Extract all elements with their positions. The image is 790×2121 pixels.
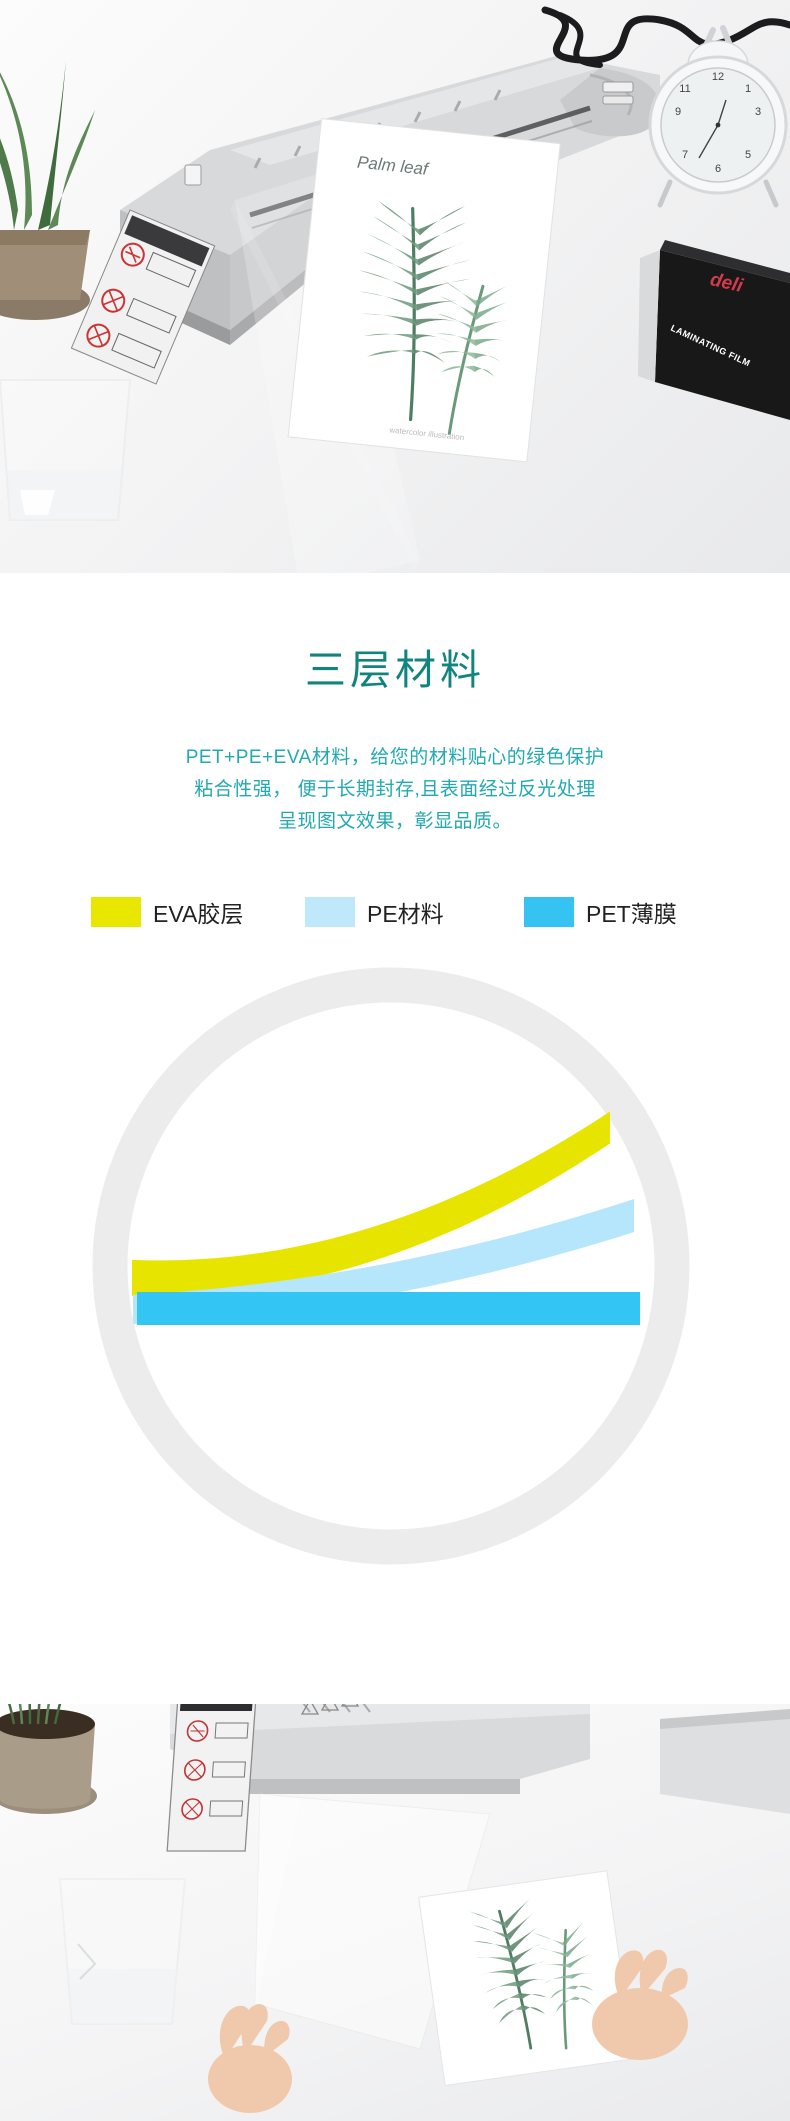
svg-text:3: 3 [755,106,761,118]
svg-text:6: 6 [715,163,721,175]
svg-text:11: 11 [679,83,690,95]
svg-text:5: 5 [745,149,751,161]
svg-text:9: 9 [675,106,681,118]
svg-text:1: 1 [745,83,751,95]
svg-text:7: 7 [682,149,688,161]
svg-text:12: 12 [712,71,724,83]
